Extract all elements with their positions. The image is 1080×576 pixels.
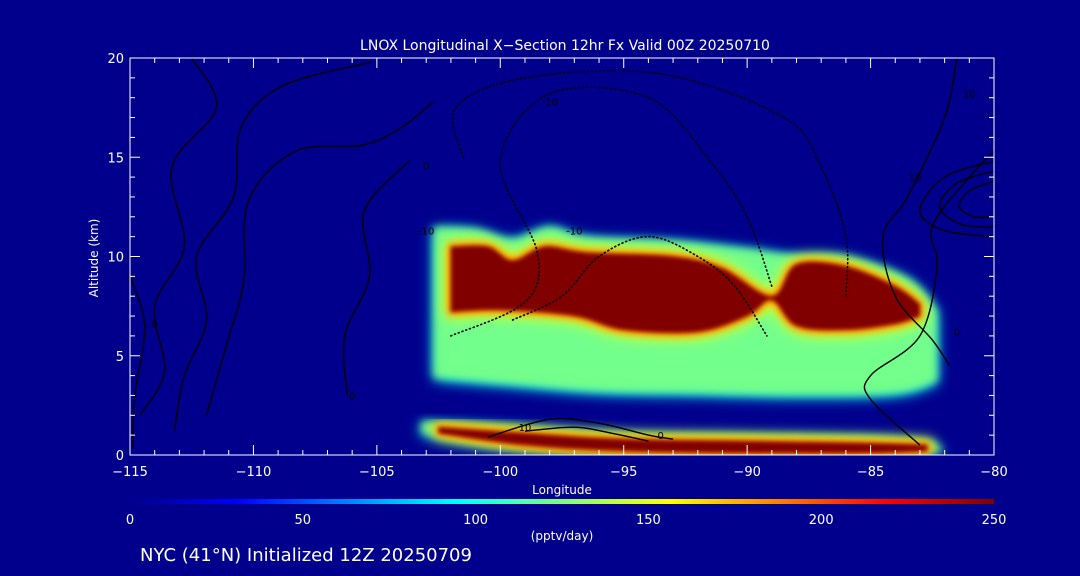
contour-line: [958, 180, 994, 219]
contour-line: [173, 61, 373, 432]
plot-area: 0 0 0 0 0 -10 -10 -10 10 10 10: [130, 58, 994, 455]
field-core-lower-band: [438, 427, 928, 454]
x-tick-label: −85: [857, 465, 884, 480]
y-tick-label: 0: [116, 449, 124, 464]
colorbar-tick-label: 100: [463, 513, 488, 528]
colorbar: [130, 499, 994, 504]
x-tick-label: −100: [482, 465, 518, 480]
x-tick-label: −115: [112, 465, 148, 480]
colorbar-tick-label: 250: [982, 513, 1007, 528]
contour-line: [342, 160, 410, 396]
colorbar-ticks: 0 50 100 150 200 250: [126, 513, 1007, 528]
contour-line: [451, 69, 849, 297]
y-tick-label: 5: [116, 350, 124, 365]
x-tick-label: −80: [980, 465, 1007, 480]
y-axis-label: Altitude (km): [87, 219, 101, 298]
x-axis: −115 −110 −105 −100 −95 −90 −85 −80: [112, 58, 1008, 480]
colorbar-tick-label: 0: [126, 513, 134, 528]
contour-label: 10: [963, 90, 976, 101]
colorbar-label: (pptv/day): [531, 529, 594, 543]
contour-label: -10: [418, 227, 434, 238]
contour-line: [139, 58, 218, 416]
footer-text: NYC (41°N) Initialized 12Z 20250709: [140, 545, 472, 566]
y-tick-label: 10: [107, 251, 124, 266]
x-tick-label: −95: [610, 465, 637, 480]
field-upper-band: [433, 226, 938, 398]
colorbar-tick-label: 50: [295, 513, 312, 528]
contour-label: -10: [566, 227, 582, 238]
contour-label: 10: [519, 423, 532, 434]
contour-line: [450, 86, 773, 337]
contour-line: [863, 150, 994, 446]
contour-label: 0: [954, 328, 960, 339]
x-axis-label: Longitude: [532, 483, 592, 497]
y-tick-label: 20: [107, 52, 124, 67]
colorbar-tick-label: 150: [636, 513, 661, 528]
contour-line: [205, 101, 435, 416]
x-tick-label: −105: [359, 465, 395, 480]
contour-label: 10: [909, 173, 922, 184]
chart-title: LNOX Longitudinal X−Section 12hr Fx Vali…: [360, 38, 770, 54]
contour-line: [938, 170, 994, 228]
contour-line: [524, 426, 649, 442]
y-tick-label: 15: [107, 151, 124, 166]
y-axis: 0 5 10 15 20: [107, 52, 994, 464]
contour-line: [881, 58, 958, 367]
contour-label: 0: [151, 320, 157, 331]
x-tick-label: −110: [236, 465, 272, 480]
contour-label: 0: [658, 431, 664, 442]
contour-label: 0: [423, 161, 429, 172]
contour-label: -10: [541, 98, 557, 109]
contour-label: 0: [349, 391, 355, 402]
contour-line: [487, 417, 674, 440]
colorbar-tick-label: 200: [809, 513, 834, 528]
field-lower-band: [421, 421, 945, 455]
x-tick-label: −90: [733, 465, 760, 480]
contour-line: [511, 235, 768, 337]
contour-line: [130, 276, 146, 450]
contour-line: [919, 160, 994, 238]
field-core-upper-band: [450, 245, 920, 334]
